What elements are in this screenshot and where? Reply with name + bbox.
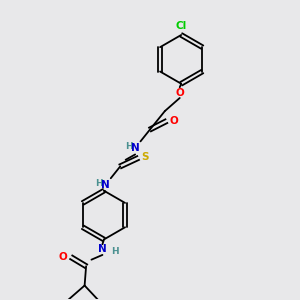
Text: N: N (101, 180, 110, 190)
Text: S: S (141, 152, 148, 162)
Text: N: N (131, 143, 140, 153)
Text: Cl: Cl (176, 21, 187, 32)
Text: H: H (111, 247, 119, 256)
Text: H: H (95, 179, 103, 188)
Text: O: O (175, 88, 184, 98)
Text: O: O (59, 252, 68, 262)
Text: N: N (98, 244, 107, 254)
Text: H: H (125, 142, 133, 151)
Text: O: O (169, 116, 178, 126)
